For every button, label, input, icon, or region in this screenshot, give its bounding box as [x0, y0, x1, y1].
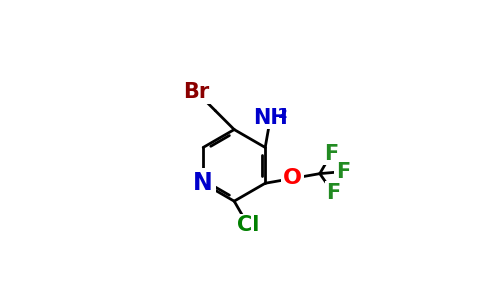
Text: 2: 2: [278, 107, 288, 121]
Text: O: O: [283, 168, 302, 188]
Text: NH: NH: [253, 108, 288, 128]
Text: Cl: Cl: [237, 215, 259, 235]
Text: F: F: [336, 162, 350, 182]
Text: Br: Br: [183, 82, 210, 102]
Text: N: N: [193, 171, 213, 195]
Text: F: F: [324, 144, 338, 164]
Text: F: F: [326, 183, 340, 202]
